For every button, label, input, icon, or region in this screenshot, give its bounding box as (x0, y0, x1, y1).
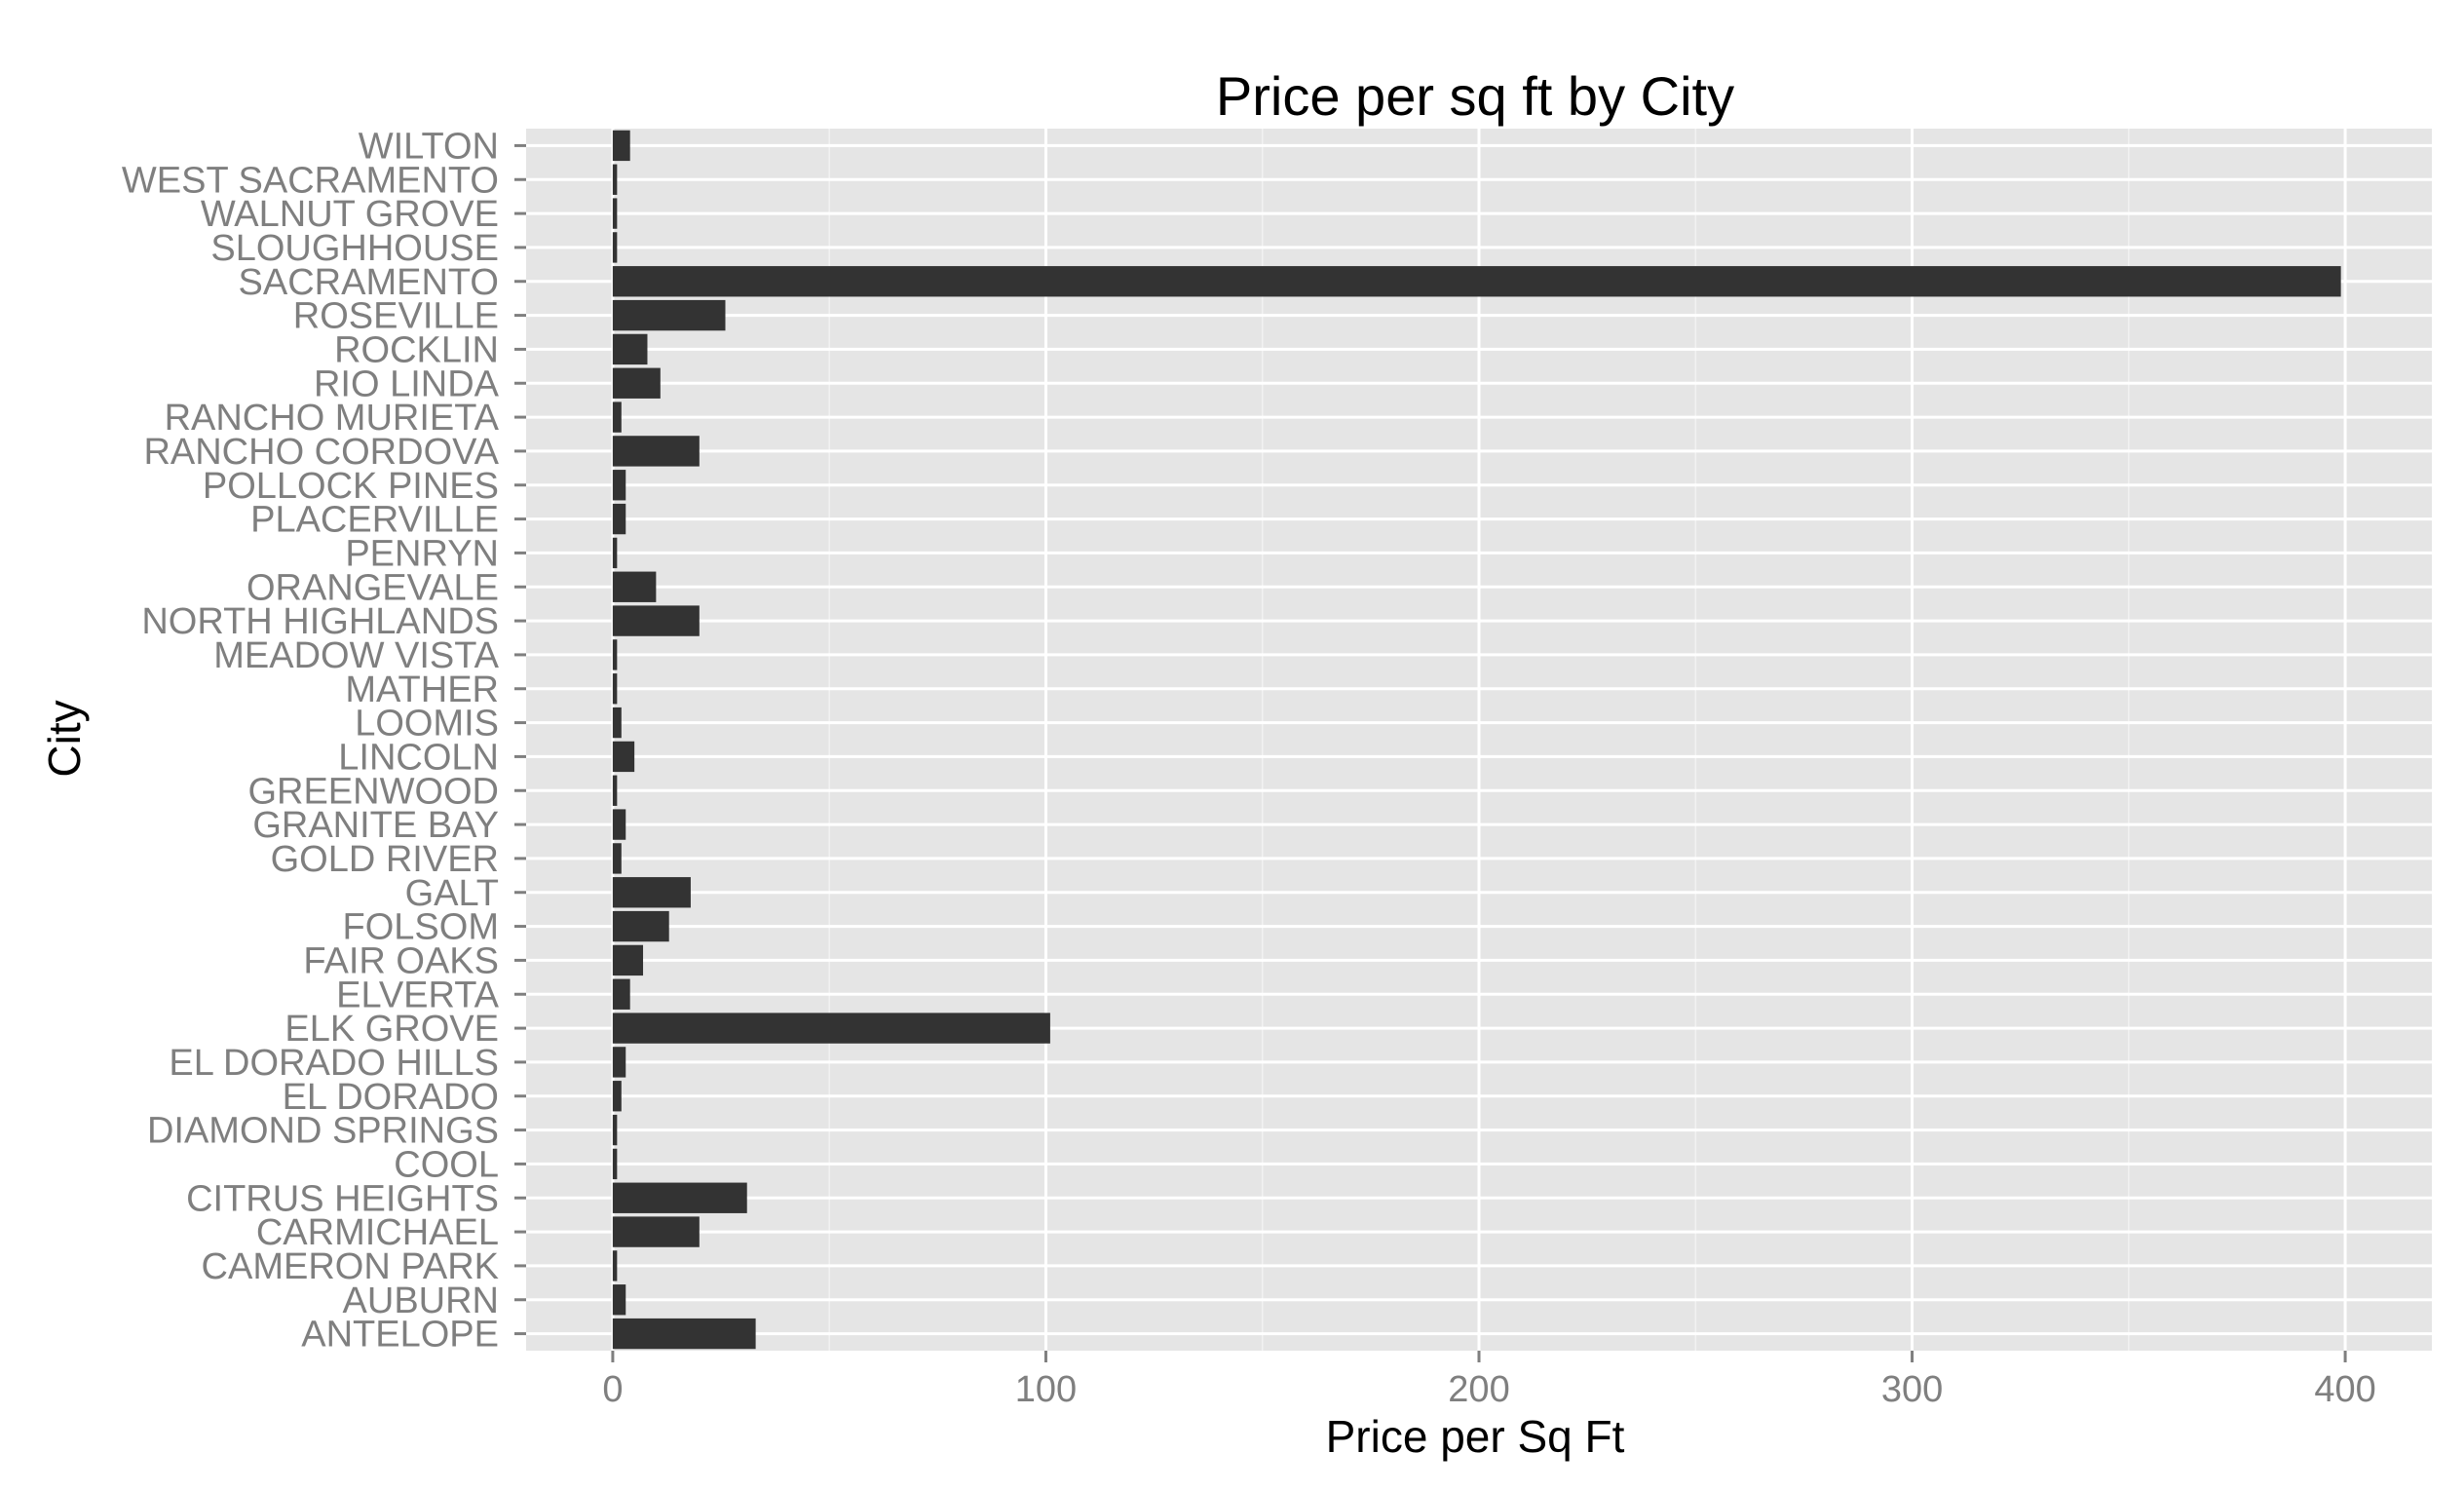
y-tick-label: FAIR OAKS (303, 940, 499, 981)
bar (612, 503, 626, 535)
bar (612, 707, 622, 739)
bar (612, 1318, 756, 1350)
y-tick-label: POLLOCK PINES (203, 466, 499, 507)
y-tick-label: WILTON (359, 126, 499, 167)
y-tick-label: MATHER (345, 669, 499, 710)
chart-title: Price per sq ft by City (1216, 65, 1734, 127)
bar (612, 843, 622, 874)
x-tick-label: 300 (1881, 1369, 1943, 1410)
bar (612, 232, 618, 263)
y-tick-label: ROSEVILLE (293, 296, 499, 337)
bar (612, 978, 630, 1010)
bar (612, 436, 700, 467)
y-tick-label: RIO LINDA (314, 363, 500, 404)
y-tick-label: WALNUT GROVE (201, 194, 499, 235)
bar (612, 130, 630, 162)
y-tick-label: RANCHO MURIETA (165, 398, 500, 439)
bar (612, 401, 622, 433)
bar (612, 470, 626, 501)
y-tick-label: ANTELOPE (301, 1315, 499, 1356)
bar (612, 1216, 700, 1247)
bar (612, 1013, 1050, 1044)
bar (612, 673, 618, 705)
y-tick-label: LINCOLN (338, 737, 499, 778)
y-axis-title: City (39, 700, 90, 777)
bar (612, 809, 626, 840)
bar (612, 367, 661, 399)
y-tick-label: FOLSOM (343, 907, 499, 948)
y-tick-label: GOLD RIVER (271, 839, 499, 880)
y-tick-label: ELK GROVE (284, 1009, 499, 1050)
x-axis-ticks: 0 100 200 300 400 (602, 1351, 2376, 1410)
y-tick-label: AUBURN (343, 1281, 499, 1321)
y-tick-label: WEST SACRAMENTO (122, 160, 499, 201)
bar (612, 877, 691, 908)
bar (612, 1148, 618, 1180)
y-tick-label: COOL (394, 1144, 499, 1185)
bar (612, 299, 726, 331)
y-tick-label: GRANITE BAY (252, 805, 499, 846)
x-tick-label: 0 (602, 1369, 623, 1410)
y-tick-label: ELVERTA (336, 975, 499, 1015)
bar (612, 775, 618, 806)
y-tick-label: CAMERON PARK (202, 1246, 499, 1287)
bar (612, 1047, 626, 1078)
bar (612, 164, 618, 195)
y-tick-label: CARMICHAEL (256, 1212, 499, 1253)
y-tick-label: CITRUS HEIGHTS (186, 1178, 499, 1219)
y-tick-label: DIAMOND SPRINGS (147, 1111, 499, 1152)
y-tick-label: EL DORADO HILLS (169, 1043, 499, 1084)
grid-lines (526, 129, 2432, 1351)
y-tick-label: NORTH HIGHLANDS (141, 601, 499, 642)
y-tick-label: RANCHO CORDOVA (143, 432, 499, 473)
bar (612, 741, 635, 773)
y-tick-label: EL DORADO (283, 1077, 499, 1118)
y-tick-label: SLOUGHHOUSE (210, 228, 499, 269)
x-tick-label: 400 (2314, 1369, 2375, 1410)
bars (612, 130, 2341, 1350)
bar (612, 333, 648, 365)
bar (612, 1284, 626, 1316)
y-tick-label: LOOMIS (355, 704, 499, 745)
bar (612, 266, 2341, 297)
bar (612, 571, 657, 602)
bar (612, 639, 618, 670)
bar (612, 944, 644, 976)
y-tick-label: MEADOW VISTA (213, 635, 499, 676)
y-tick-label: SACRAMENTO (239, 262, 499, 303)
bar (612, 1114, 618, 1146)
bar (612, 910, 669, 942)
bar (612, 1081, 622, 1112)
y-tick-label: PLACERVILLE (250, 500, 499, 541)
x-tick-label: 200 (1448, 1369, 1509, 1410)
bar (612, 537, 618, 569)
x-axis-title: Price per Sq Ft (1326, 1411, 1625, 1462)
bar (612, 1182, 747, 1213)
y-tick-label: GREENWOOD (247, 771, 499, 812)
x-tick-label: 100 (1015, 1369, 1077, 1410)
y-tick-label: GALT (405, 873, 499, 914)
bar (612, 1250, 618, 1281)
y-tick-label: PENRYN (345, 533, 499, 574)
y-tick-label: ROCKLIN (334, 329, 499, 370)
bar (612, 198, 618, 229)
bar (612, 605, 700, 636)
y-tick-label: ORANGEVALE (246, 567, 499, 608)
